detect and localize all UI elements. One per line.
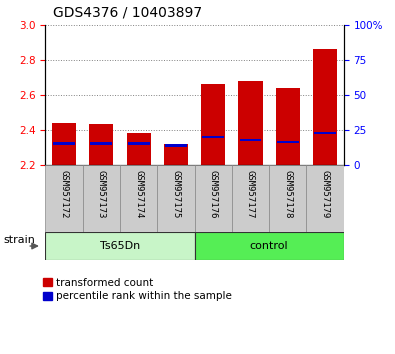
Bar (238, 81, 263, 165)
Bar (276, 88, 300, 165)
Text: GSM957175: GSM957175 (171, 170, 181, 218)
Legend: transformed count, percentile rank within the sample: transformed count, percentile rank withi… (43, 278, 232, 302)
Text: GSM957176: GSM957176 (209, 170, 218, 218)
Bar (120, 165, 157, 232)
Text: GSM957178: GSM957178 (283, 170, 292, 218)
Bar (45, 165, 83, 232)
Bar (277, 141, 299, 143)
Bar (165, 144, 187, 147)
Text: strain: strain (4, 235, 36, 245)
Text: GSM957174: GSM957174 (134, 170, 143, 218)
Bar (157, 165, 194, 232)
Bar (201, 84, 225, 165)
Text: control: control (250, 241, 288, 251)
Bar (83, 165, 120, 232)
Bar (45, 232, 194, 260)
Bar (53, 143, 75, 145)
Bar (194, 165, 232, 232)
Text: GSM957177: GSM957177 (246, 170, 255, 218)
Bar (307, 165, 344, 232)
Bar (52, 123, 76, 165)
Bar (239, 139, 261, 141)
Bar (202, 136, 224, 138)
Text: Ts65Dn: Ts65Dn (100, 241, 140, 251)
Bar (314, 132, 336, 134)
Text: GSM957172: GSM957172 (60, 170, 69, 218)
Bar (232, 165, 269, 232)
Text: GSM957173: GSM957173 (97, 170, 106, 218)
Bar (89, 124, 113, 165)
Bar (128, 143, 150, 145)
Bar (90, 143, 112, 145)
Bar (126, 133, 151, 165)
Bar (269, 165, 307, 232)
Bar (313, 49, 337, 165)
Text: GSM957179: GSM957179 (320, 170, 329, 218)
Bar (164, 144, 188, 165)
Text: GDS4376 / 10403897: GDS4376 / 10403897 (53, 5, 203, 19)
Bar (194, 232, 344, 260)
